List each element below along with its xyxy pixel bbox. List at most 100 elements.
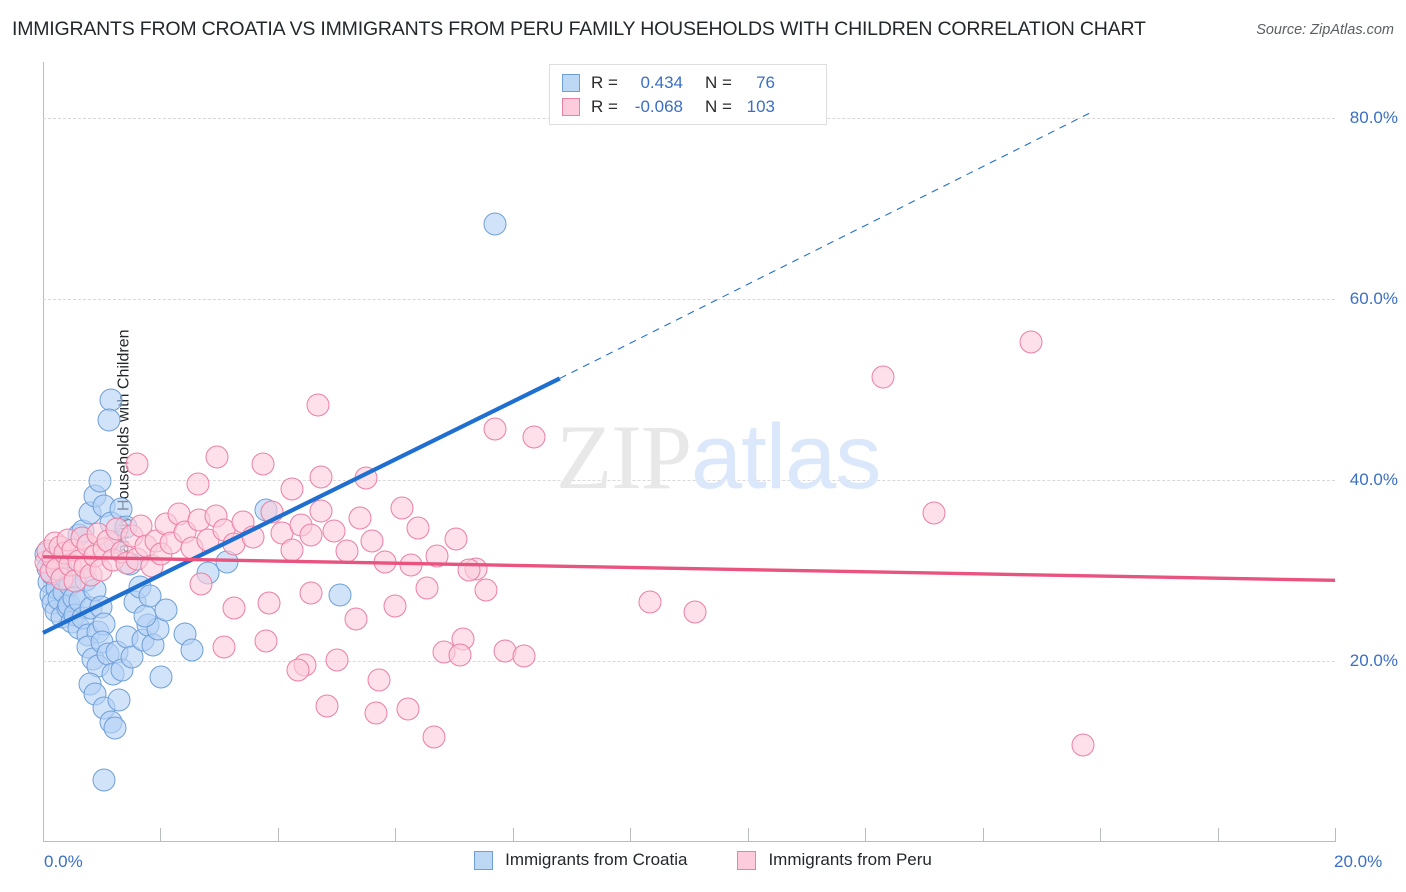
scatter-point[interactable] xyxy=(322,519,346,543)
scatter-point[interactable] xyxy=(335,539,359,563)
scatter-point[interactable] xyxy=(1071,733,1095,757)
source-label: Source: ZipAtlas.com xyxy=(1256,22,1394,38)
legend-item-peru[interactable]: Immigrants from Peru xyxy=(737,850,932,870)
scatter-point[interactable] xyxy=(222,596,246,620)
scatter-point[interactable] xyxy=(154,598,178,622)
x-tick-mark xyxy=(630,828,632,842)
scatter-point[interactable] xyxy=(299,581,323,605)
scatter-point[interactable] xyxy=(422,725,446,749)
scatter-point[interactable] xyxy=(415,576,439,600)
legend-label-peru: Immigrants from Peru xyxy=(768,850,932,869)
page-title: IMMIGRANTS FROM CROATIA VS IMMIGRANTS FR… xyxy=(12,18,1146,40)
stats-row-croatia: R = 0.434 N = 76 xyxy=(562,71,814,95)
scatter-point[interactable] xyxy=(683,600,707,624)
scatter-point[interactable] xyxy=(512,644,536,668)
scatter-point[interactable] xyxy=(97,408,121,432)
scatter-point[interactable] xyxy=(522,425,546,449)
scatter-point[interactable] xyxy=(309,499,333,523)
scatter-point[interactable] xyxy=(107,688,131,712)
gridline xyxy=(43,298,1335,300)
gridline xyxy=(43,479,1335,481)
scatter-point[interactable] xyxy=(383,594,407,618)
scatter-point[interactable] xyxy=(328,583,352,607)
scatter-point[interactable] xyxy=(103,716,127,740)
y-axis-tick-label: 60.0% xyxy=(1349,288,1398,308)
scatter-point[interactable] xyxy=(241,525,265,549)
scatter-point[interactable] xyxy=(280,477,304,501)
x-axis-label-max: 20.0% xyxy=(1334,852,1383,871)
scatter-point[interactable] xyxy=(325,648,349,672)
plot-area xyxy=(34,62,1336,842)
scatter-point[interactable] xyxy=(367,668,391,692)
y-axis-tick-label: 20.0% xyxy=(1349,650,1398,670)
scatter-point[interactable] xyxy=(1019,330,1043,354)
scatter-point[interactable] xyxy=(425,544,449,568)
scatter-point[interactable] xyxy=(149,665,173,689)
x-tick-mark xyxy=(277,828,279,842)
scatter-point[interactable] xyxy=(257,591,281,615)
scatter-point[interactable] xyxy=(88,469,112,493)
scatter-point[interactable] xyxy=(344,607,368,631)
stats-legend: R = 0.434 N = 76 R = -0.068 N = 103 xyxy=(549,64,827,125)
scatter-point[interactable] xyxy=(306,393,330,417)
stats-n-value-peru: 103 xyxy=(746,97,775,116)
scatter-point[interactable] xyxy=(286,658,310,682)
scatter-point[interactable] xyxy=(483,212,507,236)
x-tick-mark xyxy=(1217,828,1219,842)
x-tick-mark xyxy=(1100,828,1102,842)
stats-n-key-peru: N = xyxy=(705,97,732,116)
scatter-point[interactable] xyxy=(638,590,662,614)
scatter-point[interactable] xyxy=(474,578,497,602)
stats-swatch-peru xyxy=(562,98,580,116)
scatter-point[interactable] xyxy=(406,516,430,540)
scatter-point[interactable] xyxy=(448,643,472,667)
scatter-point[interactable] xyxy=(299,523,323,547)
scatter-point[interactable] xyxy=(189,572,213,596)
scatter-point[interactable] xyxy=(260,500,284,524)
legend-swatch-peru xyxy=(737,850,757,870)
scatter-point[interactable] xyxy=(212,635,236,659)
scatter-point[interactable] xyxy=(396,697,420,721)
x-tick-mark xyxy=(865,828,867,842)
scatter-point[interactable] xyxy=(871,365,895,389)
scatter-point[interactable] xyxy=(309,465,333,489)
x-tick-mark xyxy=(1335,828,1336,842)
x-tick-mark xyxy=(747,828,749,842)
scatter-point[interactable] xyxy=(360,529,384,553)
scatter-point[interactable] xyxy=(354,466,378,490)
scatter-point[interactable] xyxy=(186,472,210,496)
plot-frame xyxy=(43,62,1335,842)
stats-r-key-croatia: R = xyxy=(591,73,618,92)
stats-r-value-croatia: 0.434 xyxy=(640,73,683,92)
scatter-point[interactable] xyxy=(180,638,204,662)
legend-item-croatia[interactable]: Immigrants from Croatia xyxy=(474,850,687,870)
legend-swatch-croatia xyxy=(474,850,494,870)
scatter-point[interactable] xyxy=(125,452,149,476)
scatter-point[interactable] xyxy=(133,604,157,628)
scatter-point[interactable] xyxy=(390,496,414,520)
scatter-point[interactable] xyxy=(251,452,275,476)
scatter-point[interactable] xyxy=(92,768,116,792)
scatter-point[interactable] xyxy=(399,553,423,577)
stats-swatch-croatia xyxy=(562,74,580,92)
scatter-point[interactable] xyxy=(483,417,507,441)
scatter-point[interactable] xyxy=(373,550,397,574)
scatter-point[interactable] xyxy=(205,445,229,469)
scatter-point[interactable] xyxy=(254,629,278,653)
scatter-point[interactable] xyxy=(444,527,468,551)
x-tick-mark xyxy=(982,828,984,842)
gridline xyxy=(43,660,1335,662)
scatter-point[interactable] xyxy=(120,645,144,669)
series-legend: Immigrants from Croatia Immigrants from … xyxy=(0,850,1406,870)
scatter-point[interactable] xyxy=(364,701,388,725)
stats-n-value-croatia: 76 xyxy=(756,73,775,92)
stats-row-peru: R = -0.068 N = 103 xyxy=(562,95,814,119)
x-axis-label-min: 0.0% xyxy=(44,852,83,871)
scatter-point[interactable] xyxy=(280,538,304,562)
scatter-point[interactable] xyxy=(922,501,946,525)
scatter-point[interactable] xyxy=(457,558,481,582)
scatter-point[interactable] xyxy=(315,694,339,718)
legend-label-croatia: Immigrants from Croatia xyxy=(505,850,688,869)
scatter-point[interactable] xyxy=(348,506,372,530)
stats-r-value-peru: -0.068 xyxy=(634,97,683,116)
